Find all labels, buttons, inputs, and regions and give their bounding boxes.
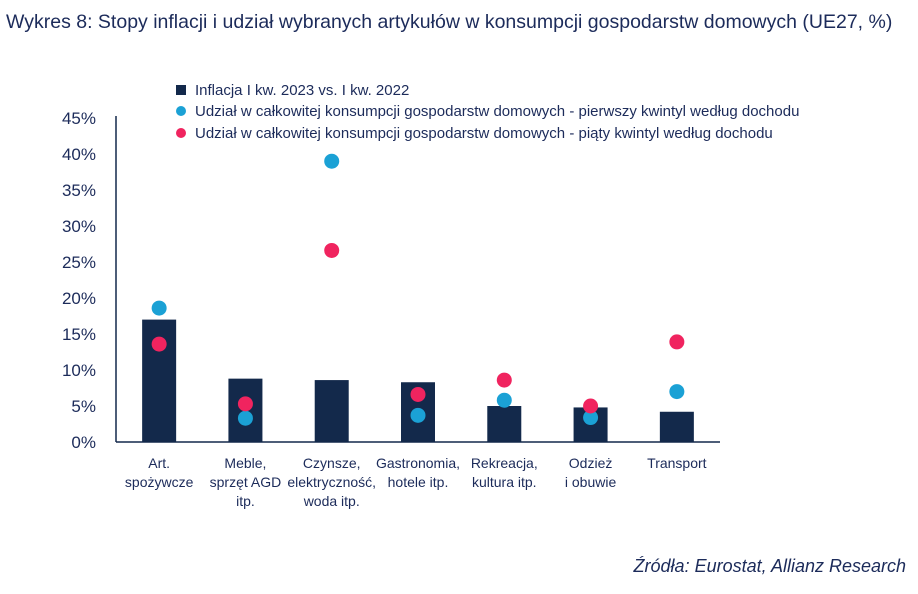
bar [314, 380, 349, 442]
y-tick-label: 45% [62, 109, 96, 128]
bar [659, 411, 694, 442]
source-note: Źródła: Eurostat, Allianz Research [633, 556, 906, 576]
dot-q1 [583, 410, 599, 426]
bars [142, 319, 694, 442]
dot-q1 [669, 384, 685, 400]
y-tick-label: 5% [71, 397, 96, 416]
y-tick-label: 40% [62, 145, 96, 164]
y-tick-label: 10% [62, 361, 96, 380]
legend-label: Udział w całkowitej konsumpcji gospodars… [195, 103, 799, 120]
x-category-label: Meble, sprzęt AGD itp. [210, 455, 282, 509]
x-category-label: Transport [647, 455, 707, 471]
y-tick-label: 30% [62, 217, 96, 236]
x-category-label: Rekreacja, kultura itp. [471, 455, 538, 490]
legend: Inflacja I kw. 2023 vs. I kw. 2022 Udział… [176, 82, 799, 142]
legend-swatch [176, 128, 186, 138]
bar [487, 406, 522, 442]
x-category-label: Odzież i obuwie [565, 455, 617, 490]
legend-swatch [176, 106, 186, 116]
dot-q5 [237, 396, 253, 412]
dot-q1 [237, 410, 253, 426]
y-tick-label: 25% [62, 253, 96, 272]
y-tick-label: 0% [71, 433, 96, 452]
dot-q1 [496, 392, 512, 408]
legend-label: Inflacja I kw. 2023 vs. I kw. 2022 [195, 82, 409, 99]
chart-title: Wykres 8: Stopy inflacji i udział wybran… [6, 11, 893, 33]
dots [151, 153, 685, 426]
x-category-label: Czynsze, elektryczność, woda itp. [287, 455, 376, 509]
y-tick-label: 20% [62, 289, 96, 308]
dot-q5 [410, 386, 426, 402]
dot-q1 [410, 407, 426, 423]
dot-q5 [669, 334, 685, 350]
y-tick-label: 15% [62, 325, 96, 344]
legend-label: Udział w całkowitej konsumpcji gospodars… [195, 125, 773, 142]
y-tick-label: 35% [62, 181, 96, 200]
x-category-label: Gastronomia, hotele itp. [376, 455, 460, 490]
legend-swatch [176, 85, 186, 95]
dot-q5 [151, 336, 167, 352]
dot-q1 [151, 300, 167, 316]
x-category-label: Art. spożywcze [125, 455, 194, 490]
dot-q5 [496, 372, 512, 388]
x-axis-labels: Art. spożywcze Meble, sprzęt AGD itp.Czynsze… [125, 455, 707, 509]
dot-q1 [324, 153, 340, 169]
dot-q5 [583, 398, 599, 414]
axes [115, 116, 720, 443]
dot-q5 [324, 242, 340, 258]
y-axis-ticks: 0% 5% 10% 15% 20% 25% 30% 35% 40% 45% [62, 109, 96, 452]
